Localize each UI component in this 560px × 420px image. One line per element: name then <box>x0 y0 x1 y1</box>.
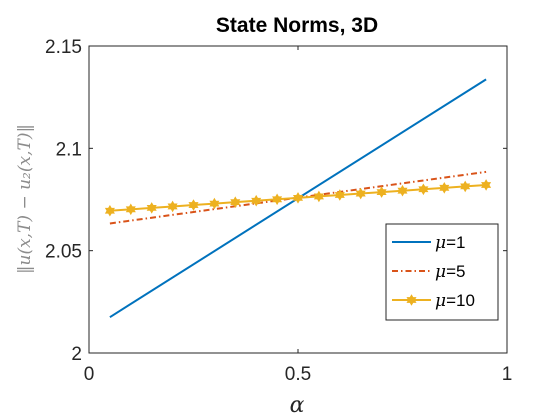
legend-marker-3 <box>406 294 417 306</box>
x-tick-label: 1 <box>502 364 513 385</box>
series-3-point <box>104 204 115 217</box>
series-3-point <box>230 196 241 208</box>
axis-ticks: 0 0.5 1 2 2.05 2.1 2.15 <box>45 37 512 385</box>
y-tick-label: 2.15 <box>45 37 82 58</box>
series-3-point <box>251 194 262 207</box>
y-axis-label: ‖u(x,T) − u₂(x,T)‖ <box>15 124 35 274</box>
legend-symbol: μ <box>435 233 446 253</box>
legend-symbol: μ <box>435 291 446 311</box>
series-3-point <box>418 183 429 196</box>
x-tick-label: 0 <box>84 364 95 385</box>
legend-symbol: μ <box>435 262 446 282</box>
series-3-point <box>167 200 178 213</box>
legend-value: =10 <box>446 291 475 310</box>
y-tick-label: 2.1 <box>56 139 82 160</box>
legend-label-1: μ=1 <box>435 233 465 253</box>
y-tick-label: 2 <box>71 344 82 365</box>
series-3-point <box>334 189 345 201</box>
legend-label-3: μ=10 <box>435 291 475 311</box>
legend: μ=1μ=5μ=10 <box>385 223 499 321</box>
x-axis-label: α <box>290 393 305 418</box>
y-tick-label: 2.05 <box>45 242 82 263</box>
chart-title: State Norms, 3D <box>216 14 378 37</box>
series-3-point <box>313 190 324 203</box>
series-3-point <box>397 184 408 197</box>
legend-value: =5 <box>446 262 465 281</box>
series-3-point <box>209 197 220 210</box>
series-layer <box>104 78 492 319</box>
series-3-point <box>125 203 136 216</box>
series-3-point <box>355 187 366 200</box>
series-3-point <box>292 192 304 204</box>
legend-box <box>385 223 499 321</box>
series-3-point <box>376 186 387 198</box>
series-3-point <box>146 202 157 214</box>
series-3-point <box>188 199 199 211</box>
legend-value: =1 <box>446 233 465 252</box>
legend-label-2: μ=5 <box>435 262 465 282</box>
series-3-point <box>439 182 450 194</box>
series-3-point <box>460 180 471 193</box>
series-3-point <box>481 179 492 191</box>
series-3-point <box>272 193 283 206</box>
x-tick-label: 0.5 <box>285 364 311 385</box>
